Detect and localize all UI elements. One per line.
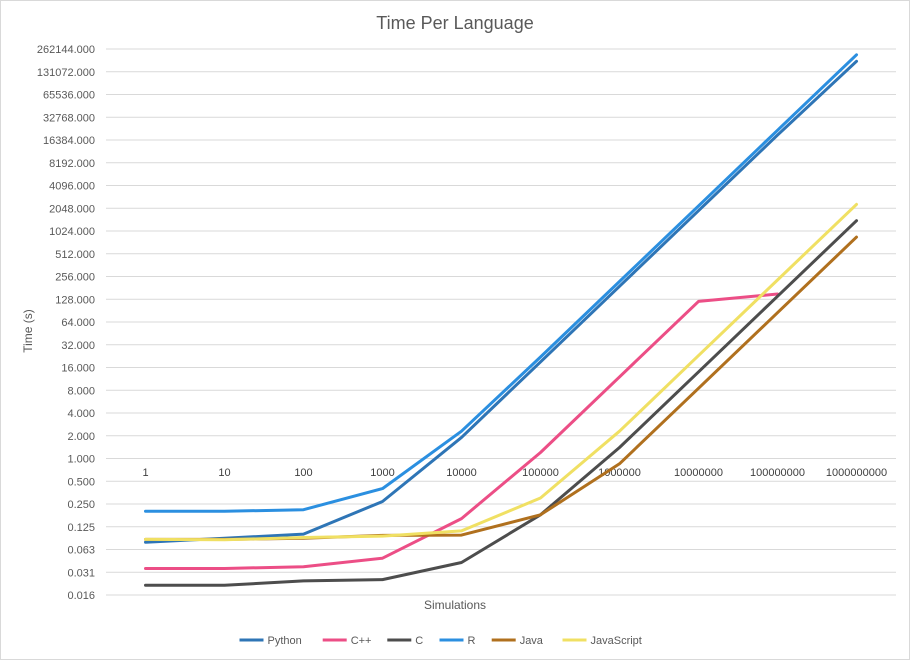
y-tick-label: 4096.000 bbox=[49, 181, 95, 193]
x-axis-ticks: 1 10 100 1000 10000 100000 1000000 10000000 1000… bbox=[142, 467, 887, 479]
y-tick-label: 8192.000 bbox=[49, 158, 95, 170]
y-tick-label: 128.000 bbox=[55, 294, 95, 306]
y-tick-label: 0.125 bbox=[67, 522, 95, 534]
y-tick-label: 0.016 bbox=[67, 590, 95, 602]
x-tick-label: 100000 bbox=[522, 467, 559, 479]
x-tick-label: 10 bbox=[218, 467, 230, 479]
x-tick-label: 1000 bbox=[370, 467, 394, 479]
y-tick-label: 64.000 bbox=[61, 317, 95, 329]
y-tick-label: 1.000 bbox=[67, 454, 95, 466]
series-line-javascript bbox=[144, 202, 858, 542]
y-tick-label: 512.000 bbox=[55, 249, 95, 261]
legend-label: Java bbox=[520, 635, 544, 647]
y-tick-label: 16384.000 bbox=[43, 135, 95, 147]
legend-label: Python bbox=[268, 635, 302, 647]
y-tick-label: 1024.000 bbox=[49, 226, 95, 238]
y-tick-label: 2048.000 bbox=[49, 203, 95, 215]
y-tick-label: 65536.000 bbox=[43, 90, 95, 102]
y-tick-label: 4.000 bbox=[67, 408, 95, 420]
legend-label: C bbox=[415, 635, 423, 647]
y-tick-label: 32.000 bbox=[61, 340, 95, 352]
y-tick-label: 32768.000 bbox=[43, 112, 95, 124]
legend-label: JavaScript bbox=[591, 635, 642, 647]
series-line-r bbox=[144, 53, 858, 513]
series-line-c bbox=[144, 219, 858, 587]
y-tick-label: 2.000 bbox=[67, 431, 95, 443]
legend-label: R bbox=[468, 635, 476, 647]
y-tick-label: 0.031 bbox=[67, 567, 95, 579]
series-line-java bbox=[144, 235, 858, 541]
x-tick-label: 10000000 bbox=[674, 467, 723, 479]
x-tick-label: 1 bbox=[142, 467, 148, 479]
y-tick-label: 0.250 bbox=[67, 499, 95, 511]
chart-title: Time Per Language bbox=[376, 13, 533, 33]
x-tick-label: 10000 bbox=[446, 467, 477, 479]
y-axis-ticks: 0.016 0.031 0.063 0.125 0.250 0.500 1.000 2.000… bbox=[37, 44, 95, 602]
y-tick-label: 8.000 bbox=[67, 385, 95, 397]
y-tick-label: 0.500 bbox=[67, 476, 95, 488]
x-tick-label: 100 bbox=[294, 467, 312, 479]
legend: Python C++ C R Java JavaScript bbox=[239, 635, 642, 647]
y-tick-label: 16.000 bbox=[61, 363, 95, 375]
legend-label: C++ bbox=[351, 635, 372, 647]
y-tick-label: 131072.000 bbox=[37, 67, 95, 79]
x-tick-label: 1000000000 bbox=[826, 467, 887, 479]
gridlines bbox=[106, 48, 896, 596]
series-lines bbox=[144, 53, 858, 587]
y-tick-label: 262144.000 bbox=[37, 44, 95, 56]
y-axis-title: Time (s) bbox=[21, 309, 35, 353]
series-line-c- bbox=[144, 292, 779, 570]
y-tick-label: 256.000 bbox=[55, 272, 95, 284]
x-tick-label: 100000000 bbox=[750, 467, 805, 479]
y-tick-label: 0.063 bbox=[67, 545, 95, 557]
series-line-python bbox=[144, 59, 858, 544]
x-axis-title: Simulations bbox=[424, 598, 486, 612]
